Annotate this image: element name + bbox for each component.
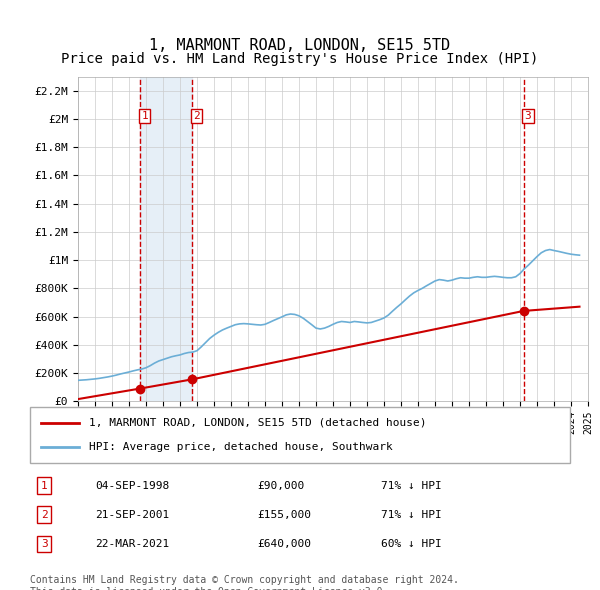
Text: 2: 2 <box>193 111 200 121</box>
Text: 1, MARMONT ROAD, LONDON, SE15 5TD (detached house): 1, MARMONT ROAD, LONDON, SE15 5TD (detac… <box>89 418 427 428</box>
Text: 1: 1 <box>41 480 47 490</box>
Text: HPI: Average price, detached house, Southwark: HPI: Average price, detached house, Sout… <box>89 442 393 453</box>
Text: £90,000: £90,000 <box>257 480 304 490</box>
Text: £640,000: £640,000 <box>257 539 311 549</box>
Text: £155,000: £155,000 <box>257 510 311 520</box>
Text: 1: 1 <box>141 111 148 121</box>
Text: 71% ↓ HPI: 71% ↓ HPI <box>381 480 442 490</box>
Text: 04-SEP-1998: 04-SEP-1998 <box>95 480 169 490</box>
Text: Price paid vs. HM Land Registry's House Price Index (HPI): Price paid vs. HM Land Registry's House … <box>61 52 539 66</box>
Text: 71% ↓ HPI: 71% ↓ HPI <box>381 510 442 520</box>
Text: 21-SEP-2001: 21-SEP-2001 <box>95 510 169 520</box>
Text: 3: 3 <box>524 111 532 121</box>
Text: 3: 3 <box>41 539 47 549</box>
Bar <box>140 77 192 401</box>
FancyBboxPatch shape <box>30 407 570 463</box>
Text: 2: 2 <box>41 510 47 520</box>
Text: 1, MARMONT ROAD, LONDON, SE15 5TD: 1, MARMONT ROAD, LONDON, SE15 5TD <box>149 38 451 53</box>
Text: 22-MAR-2021: 22-MAR-2021 <box>95 539 169 549</box>
Text: 60% ↓ HPI: 60% ↓ HPI <box>381 539 442 549</box>
Text: Contains HM Land Registry data © Crown copyright and database right 2024.
This d: Contains HM Land Registry data © Crown c… <box>30 575 459 590</box>
